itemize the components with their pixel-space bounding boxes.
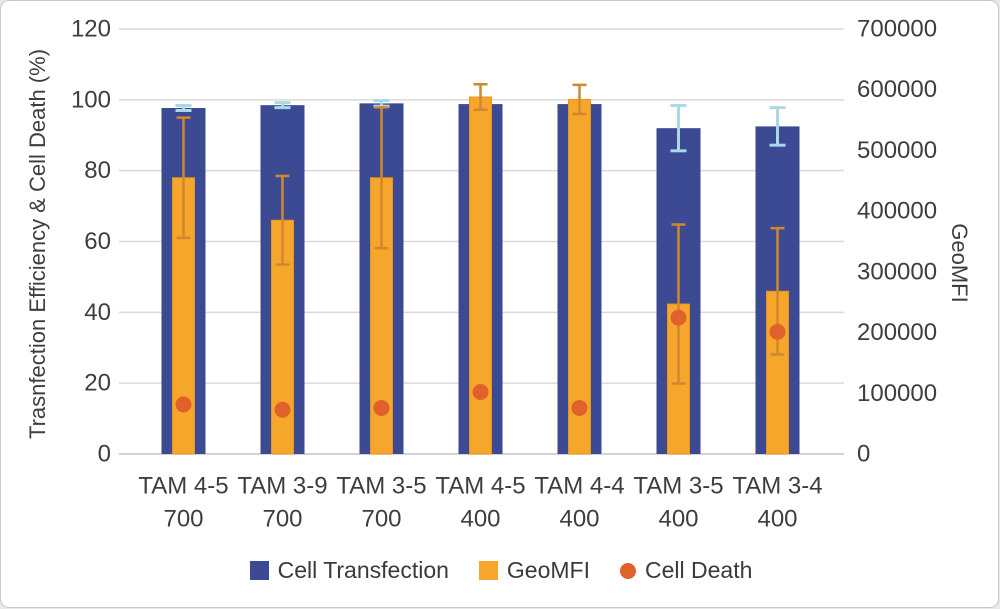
left-axis-tick-label: 0 xyxy=(98,441,111,468)
legend-square-marker xyxy=(249,561,269,580)
x-axis-category-sublabel: 400 xyxy=(757,506,797,533)
legend-label: GeoMFI xyxy=(506,557,590,583)
right-axis-tick-label: 500000 xyxy=(857,137,937,164)
x-axis-category-sublabel: 700 xyxy=(262,506,302,533)
left-axis-tick-label: 20 xyxy=(84,370,111,397)
x-axis-category-label: TAM 3-5 xyxy=(336,473,426,500)
cell-death-point xyxy=(571,399,588,416)
x-axis-category-sublabel: 400 xyxy=(658,506,698,533)
x-axis-category-sublabel: 700 xyxy=(361,506,401,533)
geomfi-bar xyxy=(469,96,492,455)
right-axis-tick-label: 100000 xyxy=(857,380,937,407)
cell-death-point xyxy=(472,384,489,401)
legend-item-cell-death: Cell Death xyxy=(620,557,752,584)
cell-death-point xyxy=(769,323,786,340)
left-axis-tick-label: 40 xyxy=(84,299,111,326)
right-axis-tick-label: 200000 xyxy=(857,319,937,346)
cell-death-point xyxy=(373,399,390,416)
left-axis-tick-label: 80 xyxy=(84,157,111,184)
chart-legend: Cell Transfection GeoMFI Cell Death xyxy=(1,557,998,584)
cell-death-point xyxy=(175,396,192,413)
legend-label: Cell Death xyxy=(645,557,753,583)
left-axis-tick-label: 60 xyxy=(84,228,111,255)
x-axis-category-label: TAM 3-9 xyxy=(237,473,327,500)
legend-square-marker xyxy=(478,561,498,580)
right-axis-tick-label: 300000 xyxy=(857,258,937,285)
right-axis-tick-label: 0 xyxy=(857,441,870,468)
x-axis-category-label: TAM 4-5 xyxy=(435,473,525,500)
x-axis-category-label: TAM 3-4 xyxy=(732,473,822,500)
legend-circle-marker xyxy=(620,562,636,579)
right-axis-title: GeoMFI xyxy=(947,223,972,303)
x-axis-category-label: TAM 4-5 xyxy=(138,473,228,500)
x-axis-category-sublabel: 700 xyxy=(163,506,203,533)
right-axis-tick-label: 700000 xyxy=(857,16,937,43)
cell-death-point xyxy=(274,401,291,418)
right-axis-tick-label: 600000 xyxy=(857,76,937,103)
cell-death-point xyxy=(670,309,687,326)
legend-item-geomfi: GeoMFI xyxy=(478,557,590,584)
legend-item-cell-transfection: Cell Transfection xyxy=(249,557,449,584)
x-axis-category-label: TAM 4-4 xyxy=(534,473,624,500)
left-axis-tick-label: 120 xyxy=(71,16,111,43)
legend-label: Cell Transfection xyxy=(277,557,449,583)
x-axis-category-label: TAM 3-5 xyxy=(633,473,723,500)
left-axis-tick-label: 100 xyxy=(71,86,111,113)
x-axis-category-sublabel: 400 xyxy=(559,506,599,533)
right-axis-tick-label: 400000 xyxy=(857,198,937,225)
x-axis-category-sublabel: 400 xyxy=(460,506,500,533)
